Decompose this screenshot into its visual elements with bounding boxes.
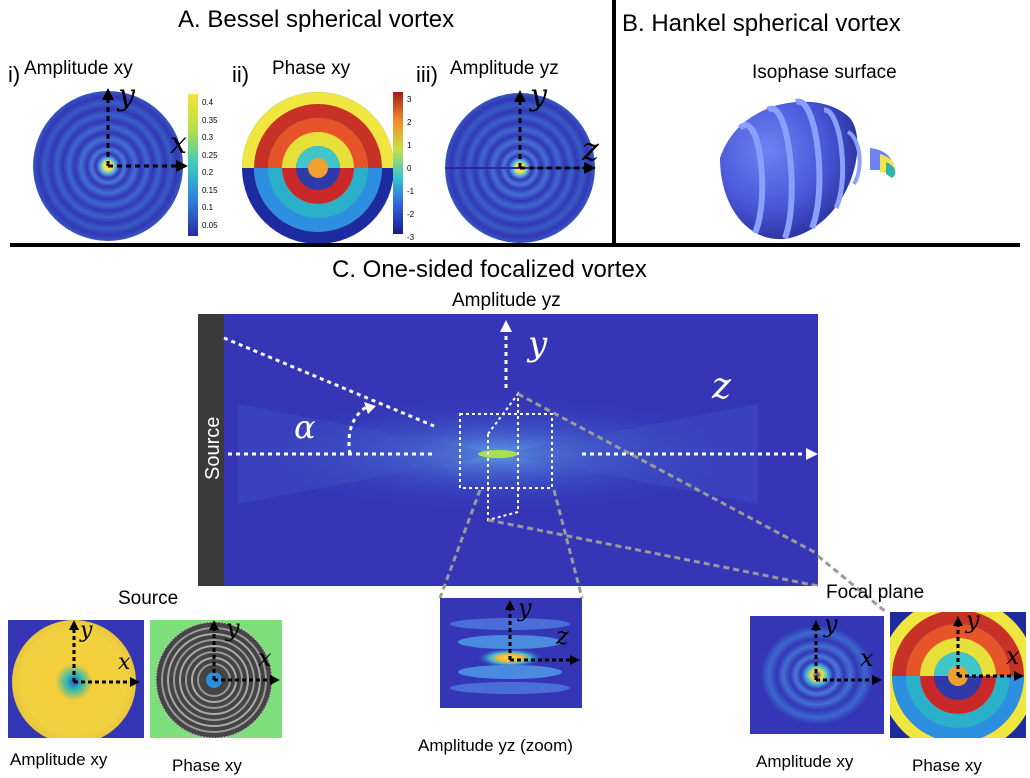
subplot-i-label: i): [8, 62, 21, 87]
focal-group-label: Focal plane: [826, 582, 925, 603]
source-bar-label: Source: [202, 416, 224, 480]
inset-2-axis-x: x: [258, 644, 272, 672]
inset-1-axis-y: y: [80, 620, 93, 643]
main-field: Source y z α: [198, 314, 818, 586]
inset-5-caption: Phase xy: [912, 756, 982, 775]
inset-1-axis-x: x: [118, 650, 131, 675]
a-iii-axis-y-label: y: [530, 78, 547, 113]
colorbar-1-tick: 0.1: [202, 203, 214, 212]
inset-5-axis-y: y: [966, 612, 980, 634]
colorbar-2-tick: 2: [407, 118, 412, 127]
subplot-ii-label: ii): [232, 62, 250, 87]
inset-4-axis-x: x: [860, 644, 874, 672]
colorbar-2-tick: 3: [407, 95, 412, 104]
a-iii-axis-z-label: z: [582, 130, 599, 168]
panel-b-title: B. Hankel spherical vortex: [622, 10, 901, 37]
colorbar-1-tick: 0.2: [202, 168, 214, 177]
subplot-iii-title: Amplitude yz: [450, 58, 559, 79]
subplot-ii-title: Phase xy: [272, 58, 351, 79]
inset-3-axis-z: z: [556, 622, 569, 650]
colorbar-1-tick: 0.15: [202, 185, 218, 195]
colorbar-2-tick: 0: [407, 164, 412, 173]
a-i-axis-x-label: x: [170, 126, 187, 161]
phase-xy-plot: [242, 92, 394, 244]
panel-a-plots: [33, 88, 596, 244]
inset-source-amplitude-xy-canvas: [12, 620, 140, 738]
colorbar-2-tick: -2: [407, 210, 415, 219]
colorbar-1-tick: 0.25: [202, 150, 218, 160]
inset-3-axis-y: y: [518, 598, 532, 622]
isophase-surface: [720, 98, 896, 240]
inset-source-phase-xy-canvas: [155, 620, 280, 738]
angle-symbol: α: [294, 408, 316, 446]
colorbar-1-tick: 0.4: [202, 98, 214, 107]
colorbar-2-tick: -3: [407, 233, 415, 242]
inset-focal-amplitude-xy: y x: [750, 616, 884, 734]
colorbar-2-tick: 1: [407, 141, 412, 150]
colorbar-1-tick: 0.05: [202, 220, 218, 230]
inset-1-caption: Amplitude xy: [10, 750, 108, 769]
inset-2-axis-y: y: [226, 620, 240, 642]
a-i-axis-y-label: y: [118, 78, 135, 113]
inset-5-axis-x: x: [1006, 642, 1020, 670]
panel-b-subtitle: Isophase surface: [752, 62, 897, 83]
inset-4-caption: Amplitude xy: [756, 752, 854, 771]
main-field-canvas: [198, 314, 818, 586]
inset-focal-phase-xy-canvas: [890, 612, 1026, 738]
colorbar-2-tick: -1: [407, 187, 415, 196]
amplitude-xy-plot: [33, 88, 188, 241]
main-axis-z-label: z: [712, 366, 731, 407]
inset-zoom-amplitude-yz-canvas: [440, 598, 582, 708]
panel-divider-vertical: [612, 0, 616, 246]
source-group-label: Source: [118, 588, 179, 609]
subplot-iii-label: iii): [416, 62, 438, 87]
panel-divider-horizontal: [10, 243, 1020, 247]
inset-focal-amplitude-xy-canvas: [750, 616, 884, 734]
inset-source-phase-xy: y x: [150, 620, 282, 738]
panel-a-title: A. Bessel spherical vortex: [178, 6, 455, 33]
inset-4-axis-y: y: [824, 616, 838, 638]
colorbar-1-ticks: 0.4 0.35 0.3 0.25 0.2 0.15 0.1 0.05: [202, 94, 232, 234]
inset-focal-phase-xy: y x: [890, 612, 1026, 738]
panel-c-main-label: Amplitude yz: [452, 290, 561, 311]
amplitude-yz-plot: [445, 90, 596, 243]
inset-zoom-amplitude-yz: y z: [440, 598, 582, 708]
main-axis-y-label: y: [528, 324, 548, 364]
colorbar-2-ticks: 3 2 1 0 -1 -2 -3: [407, 88, 427, 242]
colorbar-1-tick: 0.3: [202, 133, 214, 142]
colorbar-1-tick: 0.35: [202, 115, 218, 125]
subplot-i-title: Amplitude xy: [24, 58, 133, 79]
inset-2-caption: Phase xy: [172, 756, 242, 775]
panel-c-title: C. One-sided focalized vortex: [332, 256, 647, 283]
inset-source-amplitude-xy: y x: [8, 620, 144, 738]
inset-3-caption: Amplitude yz (zoom): [418, 736, 573, 755]
